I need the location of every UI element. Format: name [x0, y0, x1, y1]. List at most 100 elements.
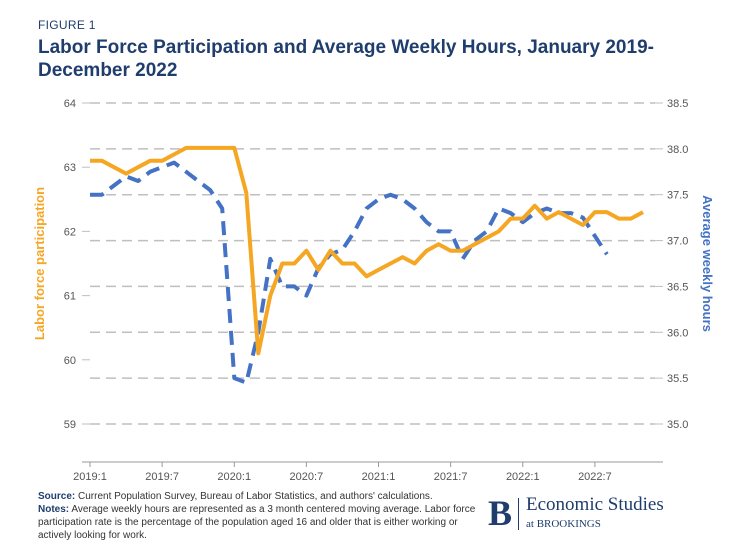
point-labor-force-participation	[256, 351, 260, 355]
point-average-weekly-hours	[232, 376, 236, 380]
point-labor-force-participation	[545, 217, 549, 221]
point-labor-force-participation	[485, 236, 489, 240]
point-labor-force-participation	[593, 210, 597, 214]
point-labor-force-participation	[100, 159, 104, 163]
y-tick-label: 62	[64, 226, 76, 238]
point-average-weekly-hours	[352, 229, 356, 233]
logo-title: Economic Studies	[526, 494, 664, 515]
point-average-weekly-hours	[413, 206, 417, 210]
point-average-weekly-hours	[136, 179, 140, 183]
point-labor-force-participation	[629, 217, 633, 221]
point-average-weekly-hours	[316, 266, 320, 270]
point-labor-force-participation	[617, 217, 621, 221]
y2-tick-label: 35.5	[667, 373, 688, 385]
y2-tick-label: 37.5	[667, 190, 688, 202]
x-tick-label: 2020:7	[290, 471, 324, 480]
point-average-weekly-hours	[533, 211, 537, 215]
point-labor-force-participation	[437, 242, 441, 246]
point-labor-force-participation	[268, 294, 272, 298]
point-average-weekly-hours	[485, 229, 489, 233]
point-labor-force-participation	[136, 165, 140, 169]
point-labor-force-participation	[581, 223, 585, 227]
point-average-weekly-hours	[521, 220, 525, 224]
point-labor-force-participation	[497, 229, 501, 233]
point-labor-force-participation	[172, 152, 176, 156]
point-average-weekly-hours	[377, 197, 381, 201]
point-labor-force-participation	[461, 249, 465, 253]
point-average-weekly-hours	[605, 252, 609, 256]
x-tick-label: 2022:1	[506, 471, 540, 480]
point-average-weekly-hours	[148, 170, 152, 174]
point-average-weekly-hours	[340, 248, 344, 252]
point-average-weekly-hours	[184, 170, 188, 174]
source-text: Current Population Survey, Bureau of Lab…	[78, 491, 433, 502]
point-average-weekly-hours	[124, 174, 128, 178]
point-average-weekly-hours	[364, 206, 368, 210]
y-tick-label: 63	[64, 162, 76, 174]
point-labor-force-participation	[148, 159, 152, 163]
point-average-weekly-hours	[401, 197, 405, 201]
point-average-weekly-hours	[244, 381, 248, 385]
point-labor-force-participation	[340, 262, 344, 266]
point-average-weekly-hours	[208, 188, 212, 192]
point-labor-force-participation	[352, 262, 356, 266]
point-average-weekly-hours	[569, 211, 573, 215]
point-average-weekly-hours	[509, 211, 513, 215]
x-tick-label: 2022:7	[578, 471, 612, 480]
logo-divider	[518, 498, 519, 530]
point-labor-force-participation	[605, 210, 609, 214]
point-labor-force-participation	[208, 146, 212, 150]
point-average-weekly-hours	[328, 252, 332, 256]
point-labor-force-participation	[88, 159, 92, 163]
point-average-weekly-hours	[581, 216, 585, 220]
point-labor-force-participation	[364, 274, 368, 278]
point-average-weekly-hours	[172, 161, 176, 165]
point-labor-force-participation	[449, 249, 453, 253]
point-labor-force-participation	[220, 146, 224, 150]
point-labor-force-participation	[389, 262, 393, 266]
point-average-weekly-hours	[292, 284, 296, 288]
series-line-average-weekly-hours	[90, 160, 609, 385]
point-labor-force-participation	[292, 262, 296, 266]
point-average-weekly-hours	[220, 206, 224, 210]
point-average-weekly-hours	[425, 220, 429, 224]
point-labor-force-participation	[377, 268, 381, 272]
point-labor-force-participation	[509, 217, 513, 221]
point-labor-force-participation	[425, 249, 429, 253]
point-labor-force-participation	[533, 204, 537, 208]
point-labor-force-participation	[473, 242, 477, 246]
point-labor-force-participation	[413, 262, 417, 266]
notes-text: Average weekly hours are represented as …	[38, 504, 476, 541]
x-tick-label: 2021:1	[362, 471, 396, 480]
point-labor-force-participation	[569, 217, 573, 221]
notes-label: Notes:	[38, 504, 70, 515]
point-labor-force-participation	[112, 165, 116, 169]
y2-tick-label: 37.0	[667, 236, 688, 248]
y2-tick-label: 38.0	[667, 144, 688, 156]
series-line-labor-force-participation	[90, 145, 644, 356]
figure-label: FIGURE 1	[38, 18, 96, 32]
x-tick-label: 2019:1	[73, 471, 107, 480]
y-tick-label: 64	[64, 98, 76, 110]
y2-tick-label: 36.0	[667, 327, 688, 339]
point-labor-force-participation	[160, 159, 164, 163]
point-labor-force-participation	[328, 249, 332, 253]
y-tick-label: 60	[64, 355, 76, 367]
point-average-weekly-hours	[88, 193, 92, 197]
point-average-weekly-hours	[461, 257, 465, 261]
point-average-weekly-hours	[545, 206, 549, 210]
y2-tick-label: 35.0	[667, 419, 688, 431]
point-average-weekly-hours	[268, 257, 272, 261]
point-labor-force-participation	[232, 146, 236, 150]
point-average-weekly-hours	[304, 294, 308, 298]
point-average-weekly-hours	[112, 184, 116, 188]
logo-mark: B	[488, 493, 513, 533]
point-labor-force-participation	[184, 146, 188, 150]
point-labor-force-participation	[280, 262, 284, 266]
point-labor-force-participation	[196, 146, 200, 150]
point-average-weekly-hours	[473, 239, 477, 243]
point-labor-force-participation	[304, 249, 308, 253]
point-average-weekly-hours	[160, 165, 164, 169]
y-tick-label: 59	[64, 419, 76, 431]
point-average-weekly-hours	[389, 193, 393, 197]
